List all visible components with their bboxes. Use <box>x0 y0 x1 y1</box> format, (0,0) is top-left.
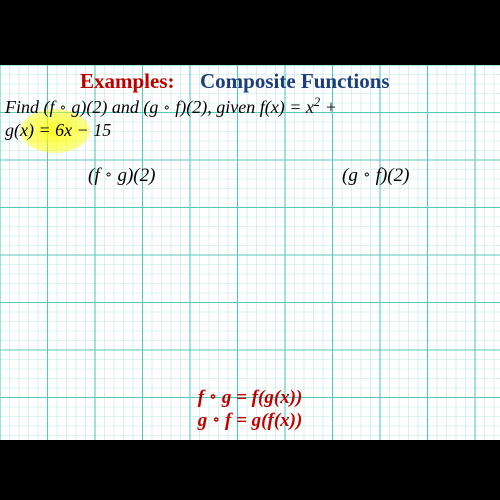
gdef: g(x) = 6x − 15 <box>5 120 111 140</box>
expr-fg: (f ∘ g)(2) <box>88 165 155 187</box>
title-examples: Examples: <box>80 69 175 94</box>
slide-content: Examples: Composite Functions Find (f ∘ … <box>0 65 500 440</box>
top-letterbox <box>0 0 500 65</box>
t1: Find (f ∘ g)(2) and (g ∘ f)(2), given f(… <box>5 97 337 117</box>
problem-line2: g(x) = 6x − 15 <box>5 120 111 141</box>
formula-gf: g ∘ f = g(f(x)) <box>0 410 500 432</box>
problem-line1: Find (f ∘ g)(2) and (g ∘ f)(2), given f(… <box>5 95 337 118</box>
title-topic: Composite Functions <box>200 69 390 94</box>
bottom-letterbox <box>0 440 500 500</box>
text-layer: Examples: Composite Functions Find (f ∘ … <box>0 65 500 440</box>
formula-fg: f ∘ g = f(g(x)) <box>0 387 500 409</box>
expr-gf: (g ∘ f)(2) <box>342 165 409 187</box>
